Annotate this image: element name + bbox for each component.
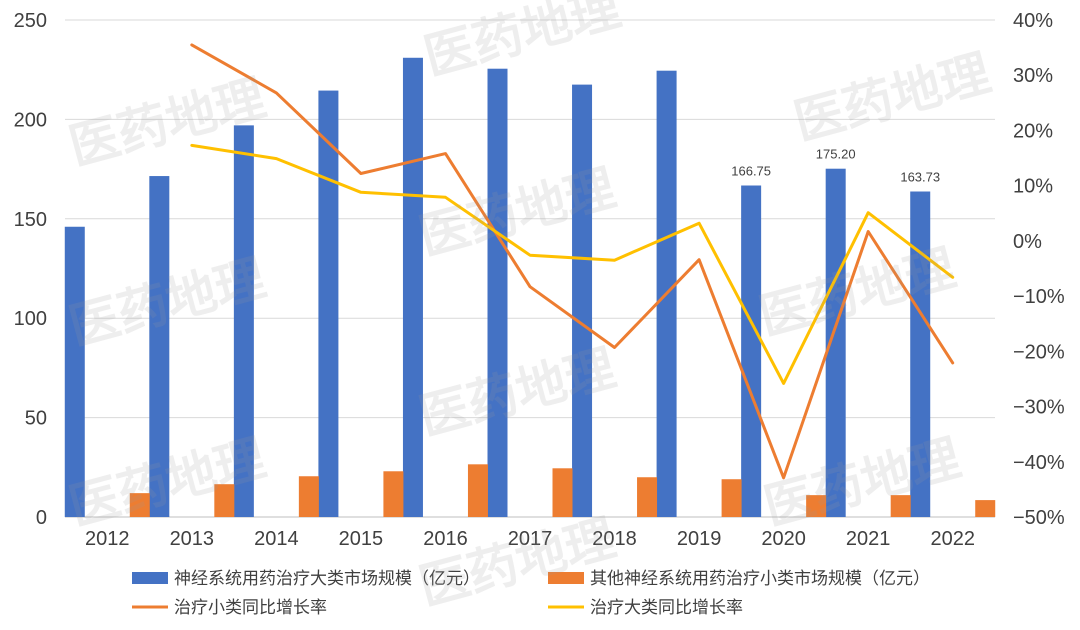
- y-tick-label: 100: [14, 308, 47, 330]
- y-tick-label: 0: [36, 507, 47, 529]
- legend-label: 治疗大类同比增长率: [590, 598, 743, 618]
- y2-tick-label: −50%: [1013, 507, 1065, 529]
- legend-swatch: [132, 572, 168, 584]
- bar: [572, 84, 593, 518]
- x-tick-label: 2018: [592, 528, 637, 550]
- data-label: 166.75: [731, 164, 771, 179]
- y2-tick-label: −40%: [1013, 452, 1065, 474]
- bar: [129, 493, 150, 517]
- x-tick-label: 2014: [254, 528, 299, 550]
- x-tick-label: 2020: [761, 528, 806, 550]
- watermark: 医药地理: [758, 429, 966, 537]
- bars: [64, 57, 996, 518]
- x-tick-label: 2015: [339, 528, 384, 550]
- series-line: [190, 43, 955, 480]
- y2-tick-label: 10%: [1013, 176, 1053, 198]
- legend: 神经系统用药治疗大类市场规模（亿元） 其他神经系统用药治疗小类市场规模（亿元） 治疗…: [132, 569, 930, 618]
- bar: [64, 226, 85, 517]
- x-tick-label: 2013: [170, 528, 215, 550]
- x-tick-label: 2012: [85, 528, 130, 550]
- axes: 0 50 100 150 200 250 40% 30% 20% 10% 0% −10% −20% −30…: [14, 10, 1065, 550]
- x-tick-label: 2019: [677, 528, 722, 550]
- y-tick-label: 200: [14, 109, 47, 131]
- bar: [487, 68, 508, 518]
- bar: [467, 464, 488, 517]
- bar: [149, 176, 170, 518]
- x-tick-label: 2021: [846, 528, 891, 550]
- y-tick-label: 150: [14, 209, 47, 231]
- bar: [298, 476, 319, 517]
- y2-tick-label: −30%: [1013, 397, 1065, 419]
- lines: [190, 43, 955, 480]
- bar: [318, 90, 339, 517]
- bar: [721, 479, 742, 517]
- y2-tick-label: −10%: [1013, 286, 1065, 308]
- data-label: 175.20: [816, 147, 856, 162]
- data-labels: 166.75 175.20 163.73: [731, 147, 940, 185]
- y-tick-label: 250: [14, 10, 47, 32]
- bar: [552, 468, 573, 517]
- legend-label: 其他神经系统用药治疗小类市场规模（亿元）: [590, 569, 930, 589]
- watermark: 医药地理: [418, 0, 626, 87]
- bar: [233, 125, 254, 517]
- bar: [806, 495, 827, 517]
- legend-label: 神经系统用药治疗大类市场规模（亿元）: [174, 569, 480, 589]
- legend-label: 治疗小类同比增长率: [174, 598, 327, 618]
- y2-tick-label: 40%: [1013, 10, 1053, 32]
- legend-swatch: [548, 572, 584, 584]
- y-tick-label: 50: [25, 408, 47, 430]
- y2-tick-label: 30%: [1013, 65, 1053, 87]
- series-line: [190, 143, 955, 385]
- bar: [975, 500, 996, 517]
- watermark: 医药地理: [788, 44, 996, 152]
- bar: [383, 471, 404, 517]
- data-label: 163.73: [900, 170, 940, 185]
- bar: [825, 168, 846, 517]
- bar: [214, 484, 235, 517]
- y2-tick-label: −20%: [1013, 341, 1065, 363]
- x-tick-label: 2016: [423, 528, 468, 550]
- bar: [910, 191, 931, 517]
- y2-tick-label: 0%: [1013, 231, 1042, 253]
- x-tick-label: 2017: [508, 528, 553, 550]
- bar: [637, 477, 658, 517]
- bar: [402, 57, 423, 517]
- bar: [890, 495, 911, 517]
- bar: [741, 185, 762, 517]
- x-tick-label: 2022: [930, 528, 975, 550]
- y2-tick-label: 20%: [1013, 120, 1053, 142]
